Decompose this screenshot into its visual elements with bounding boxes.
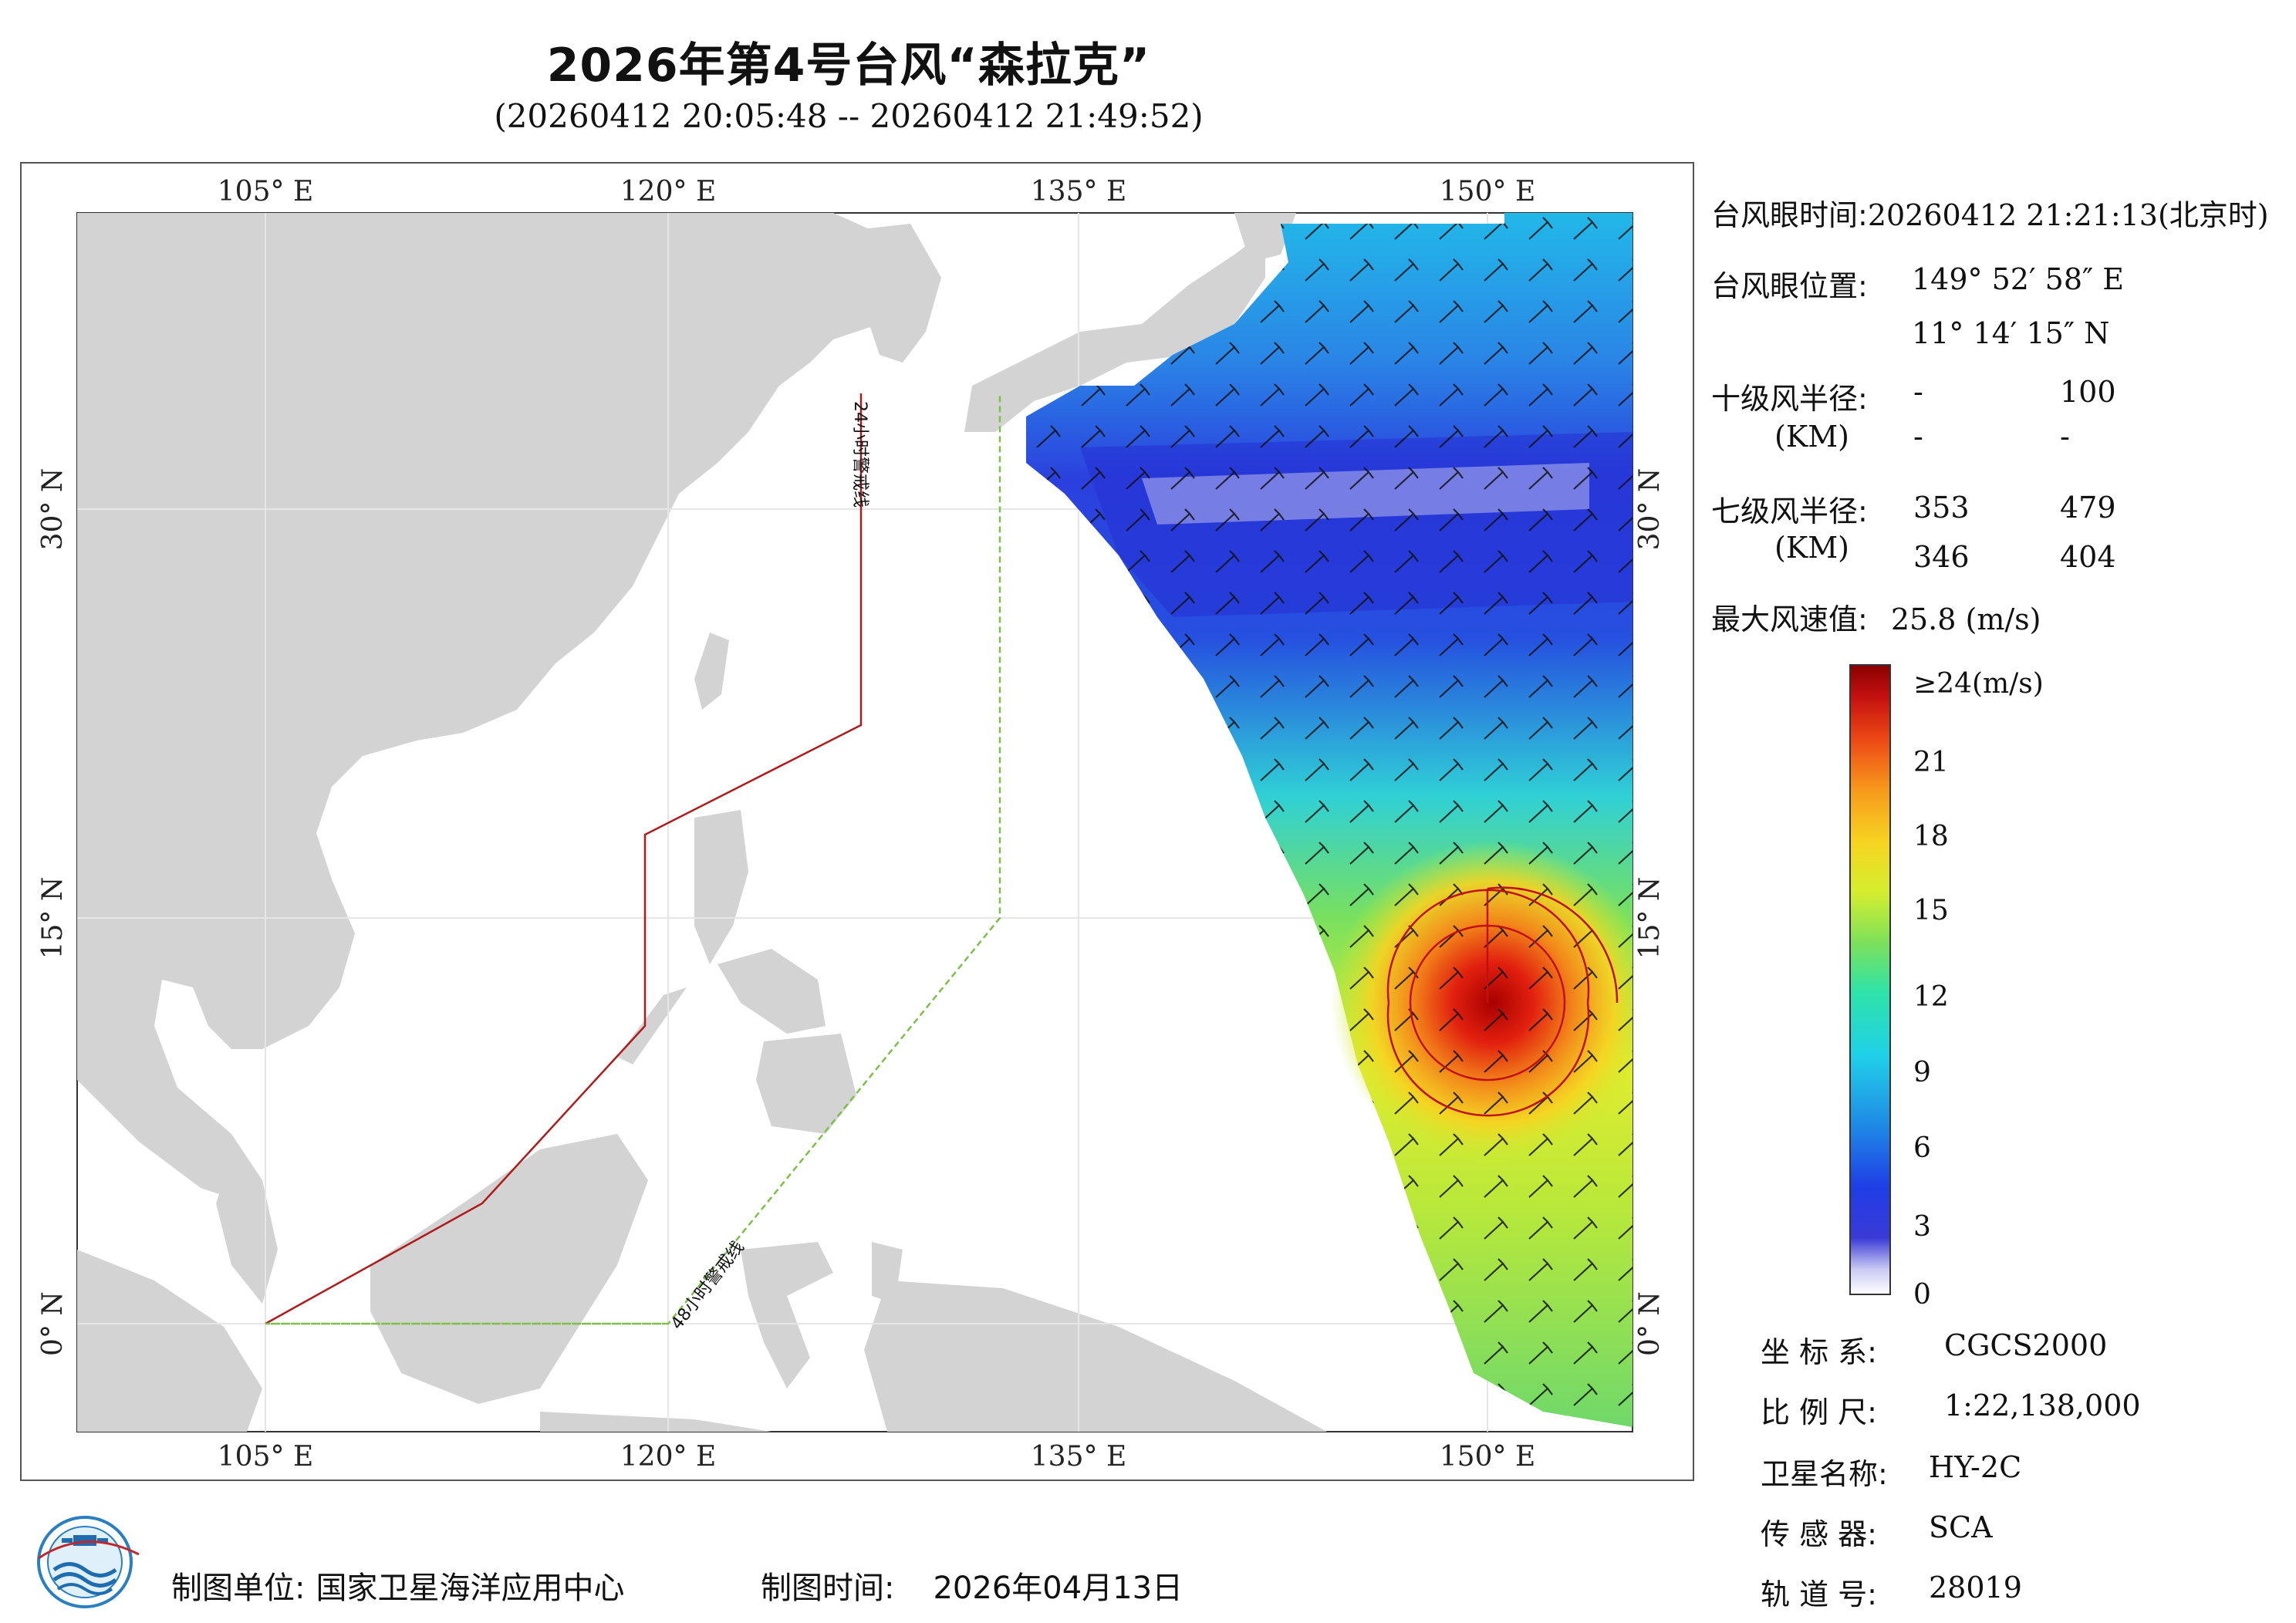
sumatra bbox=[77, 1250, 262, 1432]
eye-time-value: 20260412 21:21:13(北京时) bbox=[1867, 198, 2269, 232]
radius-10-value-1: - bbox=[1913, 375, 1923, 409]
asian-continent bbox=[77, 213, 926, 1203]
eye-position-label: 台风眼位置: bbox=[1711, 269, 1868, 303]
lat-label-left-0: 0° N bbox=[37, 1291, 69, 1356]
colorbar-label-0: 0 bbox=[1913, 1279, 1931, 1311]
radius-7-value-2: 479 bbox=[2060, 491, 2116, 525]
observation-time-range: (20260412 20:05:48 -- 20260412 21:49:52) bbox=[494, 97, 1204, 135]
colorbar-label-3: 3 bbox=[1913, 1211, 1931, 1243]
page-title: 2026年第4号台风“森拉克” bbox=[546, 39, 1151, 93]
max-wind-label: 最大风速值: bbox=[1711, 602, 1868, 636]
eye-latitude: 11° 14′ 15″ N bbox=[1912, 316, 2110, 350]
radius-10-value-3: - bbox=[1913, 420, 1923, 454]
footer-date-row: 制图时间: 2026年04月13日 bbox=[761, 1563, 1183, 1608]
eye-time-row: 台风眼时间:20260412 21:21:13(北京时) bbox=[1711, 191, 2269, 234]
warning-line-48h bbox=[265, 393, 1001, 1325]
radius-7-unit: (KM) bbox=[1774, 531, 1849, 565]
philippines-luzon bbox=[694, 810, 748, 964]
crs-label: 坐 标 系: bbox=[1761, 1335, 1877, 1369]
borneo bbox=[370, 1134, 648, 1404]
lon-label-top-150: 150° E bbox=[1440, 176, 1535, 208]
footer-unit-row: 制图单位: 国家卫星海洋应用中心 bbox=[171, 1563, 624, 1608]
philippines-mindanao bbox=[756, 1034, 856, 1134]
eye-longitude: 149° 52′ 58″ E bbox=[1912, 262, 2125, 296]
typhoon-radius-markers bbox=[1386, 886, 1619, 1117]
colorbar-label-21: 21 bbox=[1913, 747, 1949, 778]
footer-unit-value: 国家卫星海洋应用中心 bbox=[316, 1571, 625, 1606]
footer-unit-label: 制图单位: bbox=[171, 1571, 306, 1606]
halmahera bbox=[872, 1242, 903, 1304]
colorbar-label-24: ≥24(m/s) bbox=[1913, 668, 2044, 700]
lat-label-right-15: 15° N bbox=[1634, 877, 1666, 960]
satellite-value: HY-2C bbox=[1929, 1450, 2022, 1484]
lat-label-left-15: 15° N bbox=[37, 877, 69, 960]
sensor-label: 传 感 器: bbox=[1761, 1517, 1877, 1551]
taiwan-island bbox=[694, 633, 729, 710]
radius-7-value-1: 353 bbox=[1913, 491, 1970, 525]
lon-label-top-105: 105° E bbox=[218, 176, 313, 208]
scale-label: 比 例 尺: bbox=[1761, 1395, 1877, 1429]
orbit-value: 28019 bbox=[1929, 1571, 2022, 1604]
radius-7-value-3: 346 bbox=[1913, 540, 1970, 574]
max-wind-row: 最大风速值: 25.8 (m/s) bbox=[1711, 596, 2041, 638]
nsoas-logo-icon bbox=[37, 1516, 140, 1608]
colorbar-label-6: 6 bbox=[1913, 1132, 1931, 1164]
colorbar bbox=[1849, 664, 1891, 1295]
sulawesi bbox=[741, 1242, 833, 1388]
footer-date-label: 制图时间: bbox=[761, 1571, 895, 1606]
wind-barbs bbox=[926, 213, 1633, 1427]
korea-peninsula bbox=[841, 224, 941, 363]
hainan-island bbox=[270, 910, 324, 957]
scale-value: 1:22,138,000 bbox=[1944, 1388, 2141, 1422]
colorbar-label-15: 15 bbox=[1913, 895, 1949, 926]
radius-ring bbox=[1386, 889, 1590, 1117]
wind-swath bbox=[926, 213, 1633, 1427]
radius-10-value-4: - bbox=[2060, 420, 2070, 454]
japan-kyushu-honshu bbox=[964, 231, 1265, 432]
colorbar-label-18: 18 bbox=[1913, 821, 1949, 852]
sensor-value: SCA bbox=[1929, 1510, 1993, 1544]
colorbar-label-9: 9 bbox=[1913, 1057, 1931, 1088]
colorbar-label-12: 12 bbox=[1913, 981, 1949, 1013]
lon-label-bottom-135: 135° E bbox=[1031, 1441, 1126, 1473]
radius-10-value-2: 100 bbox=[2060, 375, 2116, 409]
satellite-label: 卫星名称: bbox=[1761, 1457, 1888, 1491]
radius-10-unit: (KM) bbox=[1774, 420, 1849, 454]
lat-label-right-0: 0° N bbox=[1634, 1291, 1666, 1356]
java-lesser-sunda bbox=[540, 1412, 772, 1432]
radius-10-circle bbox=[1409, 924, 1566, 1081]
warning-label-24h: 24小时警戒线 bbox=[850, 401, 869, 508]
crs-value: CGCS2000 bbox=[1944, 1328, 2108, 1362]
eye-time-label: 台风眼时间: bbox=[1711, 198, 1868, 232]
lon-label-bottom-120: 120° E bbox=[620, 1441, 716, 1473]
lat-label-left-30: 30° N bbox=[37, 468, 69, 551]
lon-label-bottom-150: 150° E bbox=[1440, 1441, 1535, 1473]
lon-label-bottom-105: 105° E bbox=[218, 1441, 313, 1473]
warning-line-24h bbox=[265, 393, 863, 1325]
philippines-visayas bbox=[718, 949, 826, 1034]
malay-peninsula bbox=[216, 1157, 278, 1304]
lon-label-top-135: 135° E bbox=[1031, 176, 1126, 208]
palawan bbox=[617, 987, 687, 1065]
lat-label-right-30: 30° N bbox=[1634, 468, 1666, 551]
footer-date-value: 2026年04月13日 bbox=[933, 1571, 1183, 1606]
radius-7-label: 七级风半径: bbox=[1711, 494, 1868, 528]
orbit-label: 轨 道 号: bbox=[1761, 1577, 1877, 1611]
land-masses bbox=[77, 213, 1327, 1432]
japan-hokkaido bbox=[1234, 213, 1296, 262]
radius-7-arc bbox=[1487, 886, 1619, 1004]
radius-10-label: 十级风半径: bbox=[1711, 382, 1868, 416]
radius-7-value-4: 404 bbox=[2060, 540, 2116, 574]
map-frame bbox=[20, 162, 1694, 1481]
lon-label-top-120: 120° E bbox=[620, 176, 716, 208]
max-wind-value: 25.8 (m/s) bbox=[1890, 602, 2041, 636]
new-guinea bbox=[864, 1281, 1327, 1432]
